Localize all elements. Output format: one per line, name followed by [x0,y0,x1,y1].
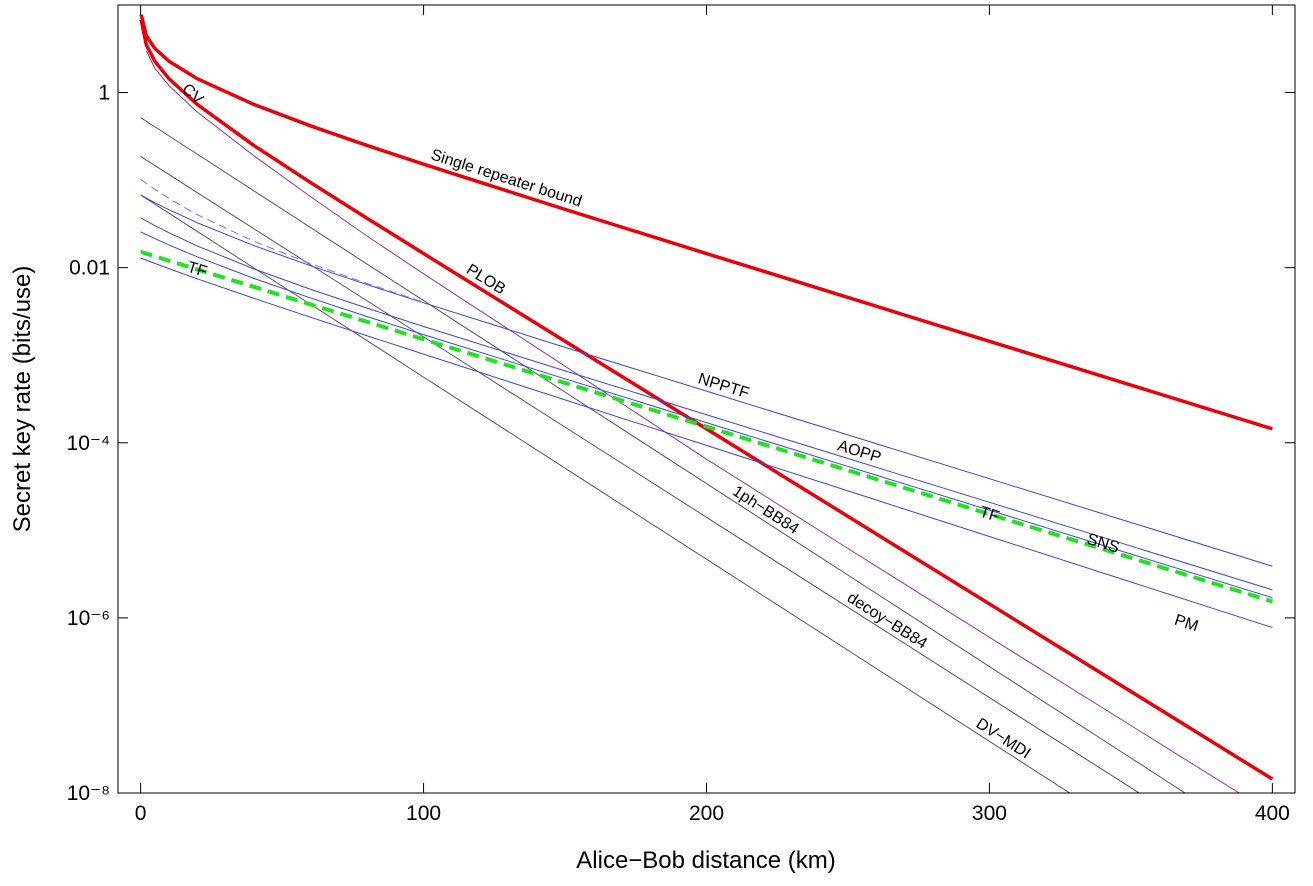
y-tick-label: 0.01 [69,257,110,280]
curve-label: PM [1172,612,1200,636]
curve-label: DV−MDI [973,715,1033,762]
curve-label: TF [977,504,1001,526]
curve [139,14,1273,431]
curve [140,194,1071,793]
curve-label: Single repeater bound [429,147,584,211]
curve-label: TF [185,259,209,281]
y-tick-label: 10⁻⁸ [67,782,110,805]
plot-frame [117,4,1296,794]
curve [140,117,1186,793]
curve [139,19,1274,781]
x-tick-label: 300 [972,802,1007,825]
curve-label: decoy−BB84 [844,589,930,652]
curve [140,156,1141,793]
curve [140,217,1273,591]
y-axis-title: Secret key rate (bits/use) [9,266,36,533]
curve [145,50,1241,793]
curve-label: NPPTF [696,371,751,403]
curve [139,250,1273,604]
curve [140,257,1273,629]
y-tick-label: 10⁻⁶ [67,607,110,630]
x-tick-label: 200 [689,802,724,825]
plot-area [139,14,1274,793]
curve-label: SNS [1085,531,1121,557]
x-tick-label: 100 [406,802,441,825]
curve-label: 1ph−BB84 [729,483,801,538]
y-tick-label: 10⁻⁴ [67,432,110,455]
x-axis-title: Alice−Bob distance (km) [576,847,835,874]
curve [140,194,1273,567]
curve [140,231,1273,599]
curve-label: CV [178,81,206,109]
y-tick-label: 1 [98,82,110,105]
curve [140,178,424,303]
x-tick-label: 0 [135,802,147,825]
x-tick-label: 400 [1255,802,1290,825]
